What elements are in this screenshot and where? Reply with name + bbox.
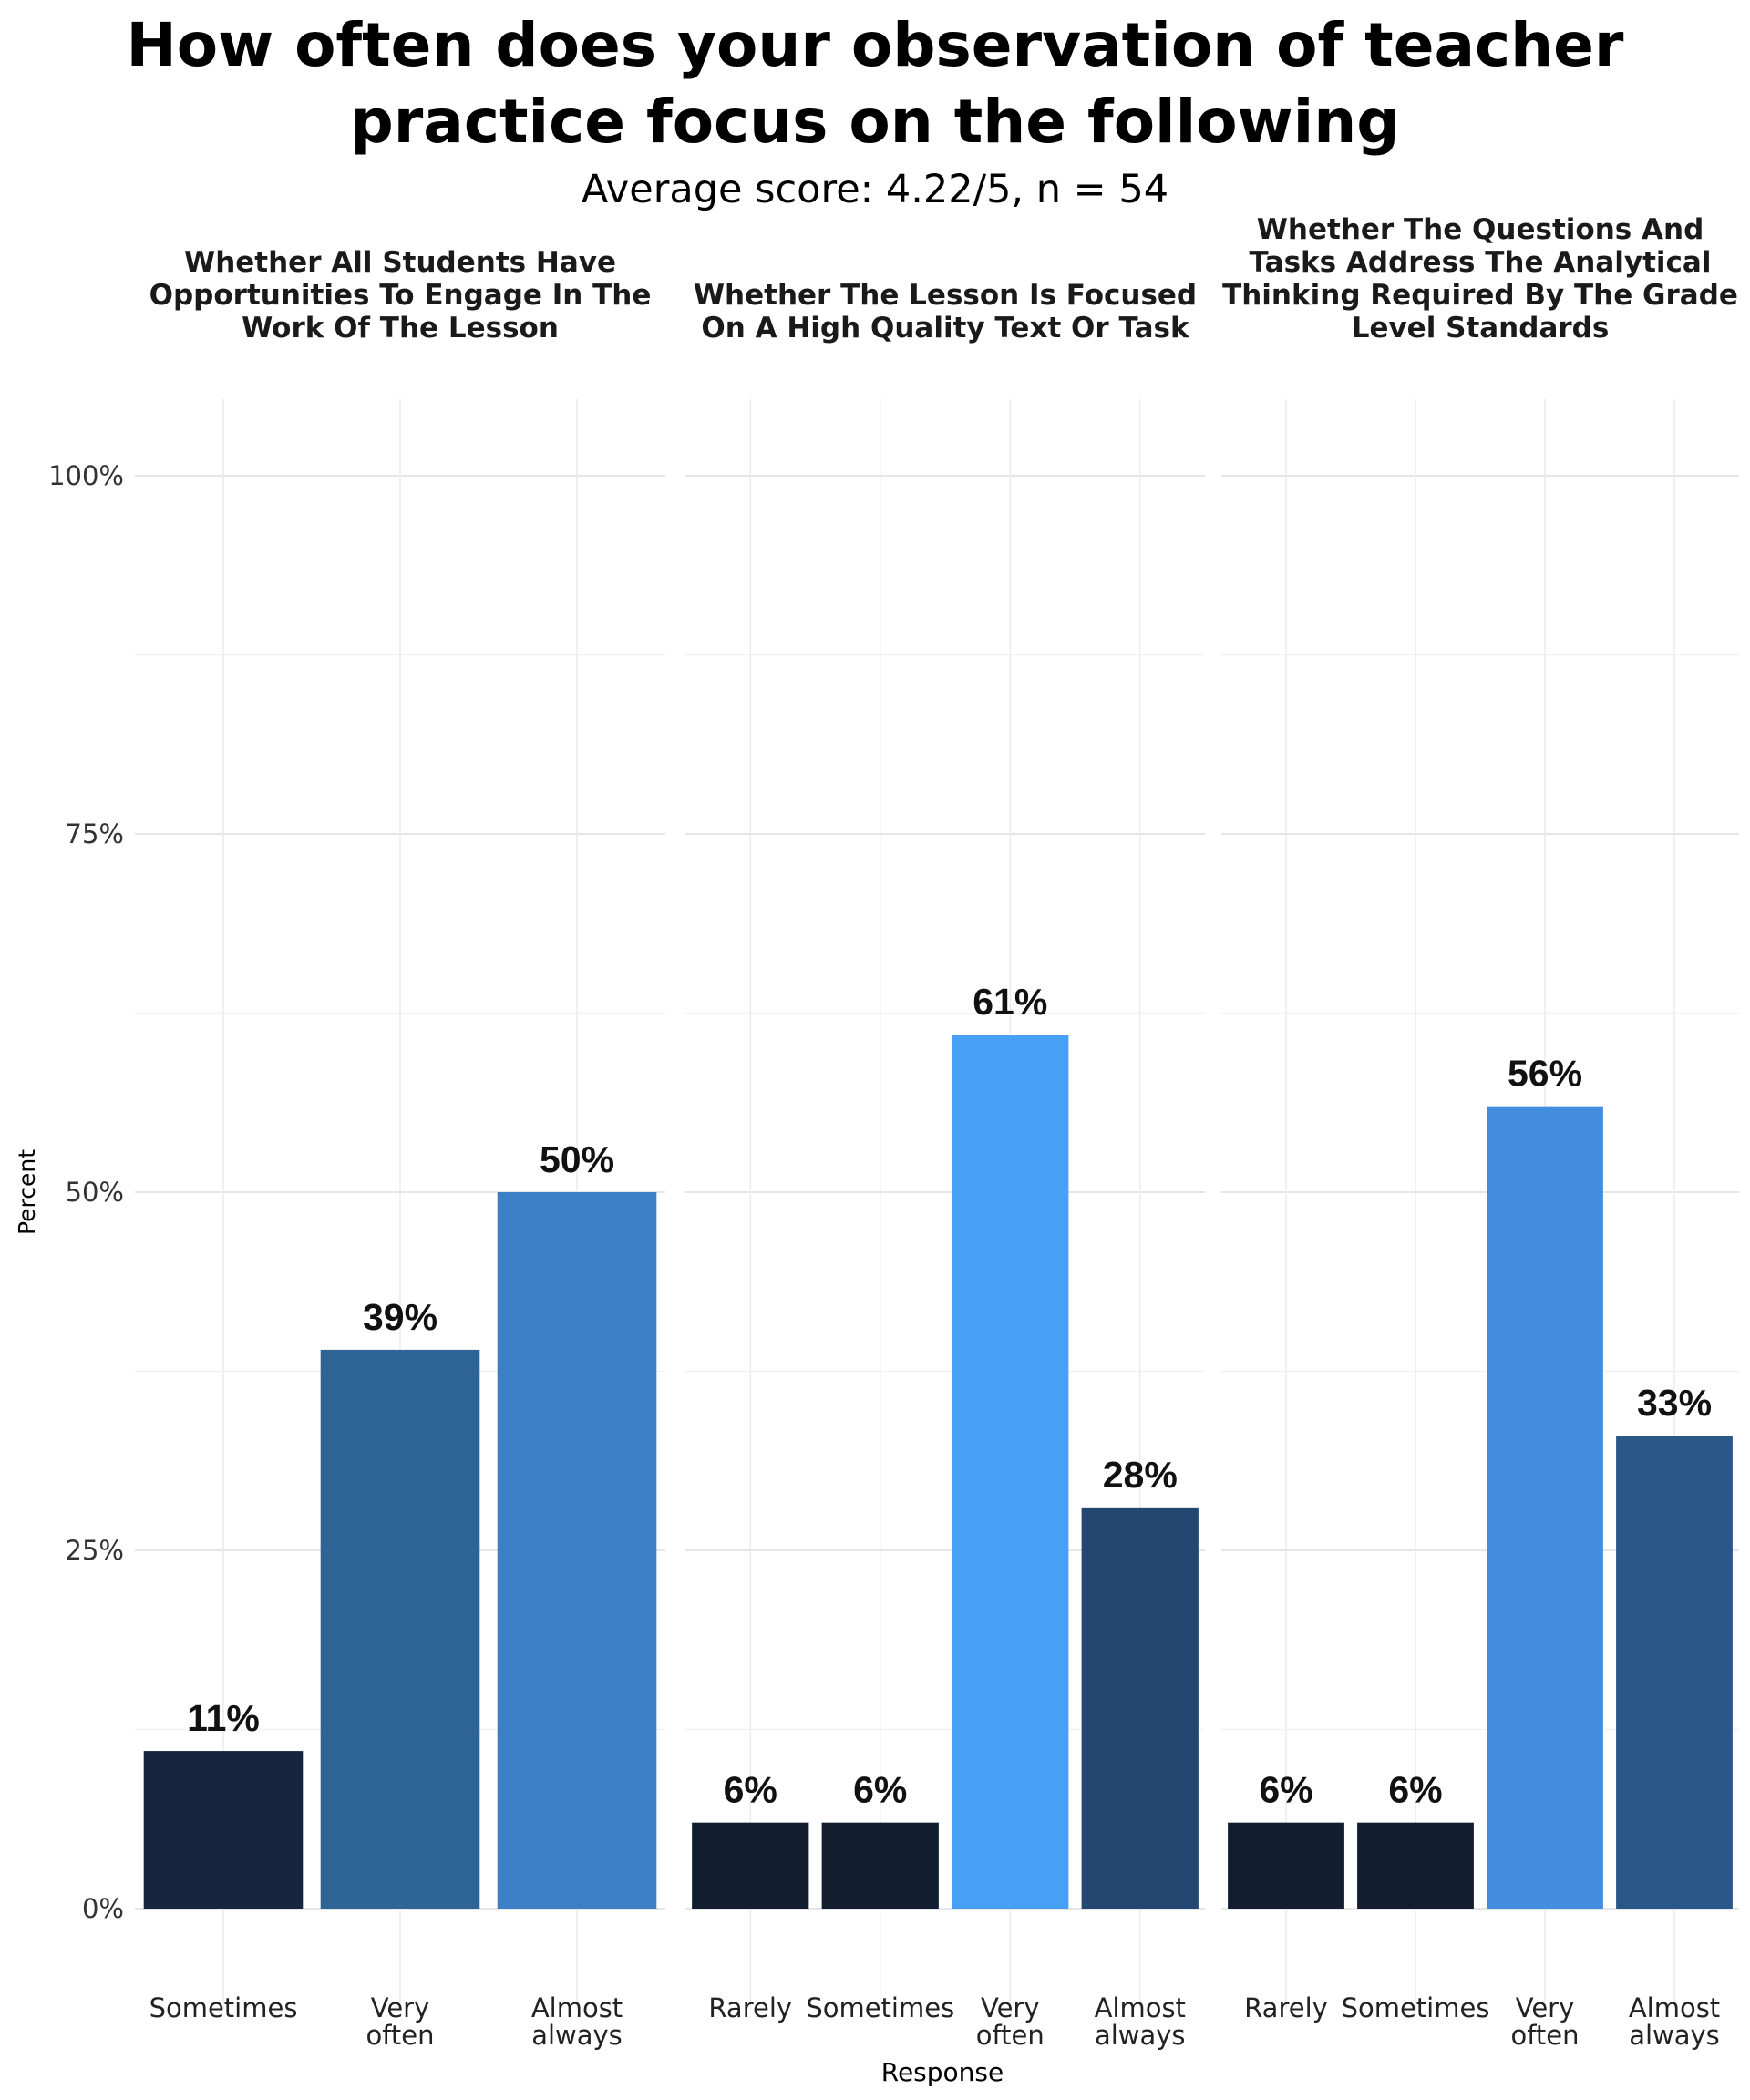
x-axis-title: Response [881,2057,1004,2087]
panel-title-line: On A High Quality Text Or Task [701,312,1190,345]
y-tick-label: 50% [66,1177,124,1208]
bar [1357,1822,1474,1909]
bar-value-label: 33% [1637,1382,1712,1424]
y-tick-label: 100% [48,460,124,491]
x-tick-label: Almost [1629,1992,1720,2023]
y-axis-title: Percent [14,1149,40,1235]
panel-title-line: Work Of The Lesson [242,312,559,345]
x-tick-label: Sometimes [149,1992,298,2023]
y-tick-label: 0% [82,1893,124,1924]
x-tick-label: always [531,2020,623,2051]
bar-value-label: 6% [724,1769,777,1811]
x-tick-label: Very [371,1992,430,2023]
bar-value-label: 61% [973,981,1047,1023]
x-tick-label: Very [1516,1992,1575,2023]
bar-value-label: 39% [363,1296,438,1338]
y-tick-label: 75% [66,818,124,849]
panel-title-line: Whether All Students Have [184,246,616,279]
x-tick-label: always [1629,2020,1720,2051]
chart-title-line-2: practice focus on the following [350,87,1400,157]
x-tick-label: Rarely [1244,1992,1328,2023]
x-tick-label: Almost [531,1992,623,2023]
x-tick-label: Almost [1095,1992,1186,2023]
bar [1228,1822,1344,1909]
x-tick-label: always [1095,2020,1186,2051]
bar [952,1035,1069,1909]
bar-value-label: 6% [1388,1769,1442,1811]
panel-title-line: Whether The Lesson Is Focused [694,279,1197,312]
x-tick-label: often [365,2020,434,2051]
bar [821,1822,939,1909]
x-tick-label: Sometimes [806,1992,954,2023]
bar [143,1751,304,1909]
panel-title-line: Opportunities To Engage In The [149,279,652,312]
x-tick-label: often [976,2020,1045,2051]
bar [692,1822,809,1909]
bar-value-label: 6% [853,1769,907,1811]
bar-value-label: 28% [1103,1454,1178,1496]
x-tick-label: Very [981,1992,1040,2023]
bar-value-label: 11% [187,1697,260,1739]
panel-title-line: Tasks Address The Analytical [1250,246,1712,279]
x-tick-label: Rarely [708,1992,792,2023]
y-tick-label: 25% [66,1535,124,1566]
bar [1081,1507,1199,1909]
bar-value-label: 50% [540,1138,614,1180]
panel-title-line: Level Standards [1352,312,1610,345]
bar-value-label: 56% [1508,1053,1582,1095]
bar [497,1192,657,1909]
bar [1487,1106,1603,1909]
x-tick-label: often [1510,2020,1579,2051]
chart-subtitle: Average score: 4.22/5, n = 54 [581,167,1169,212]
panel-title-line: Whether The Questions And [1257,213,1704,246]
bar [1616,1436,1733,1909]
panel-title-line: Thinking Required By The Grade [1222,279,1738,312]
x-tick-label: Sometimes [1342,1992,1490,2023]
chart-title-line-1: How often does your observation of teach… [126,10,1624,80]
bar [320,1349,480,1909]
chart-title: How often does your observation of teach… [0,7,1750,160]
bar-value-label: 6% [1259,1769,1312,1811]
